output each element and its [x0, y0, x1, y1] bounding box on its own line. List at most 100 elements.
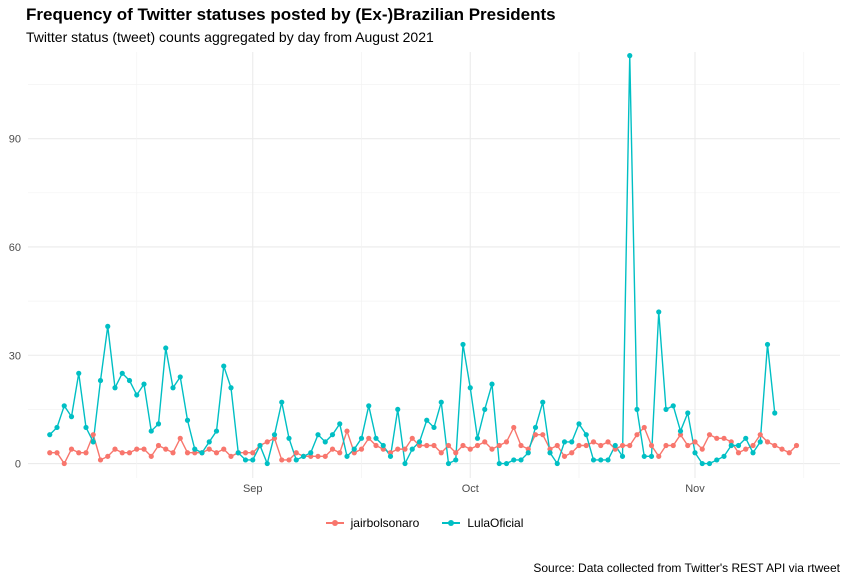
legend: jairbolsonaro LulaOficial: [0, 516, 848, 530]
grid: [28, 52, 840, 478]
data-point-jairbolsonaro: [699, 446, 705, 452]
data-point-lulaoficial: [300, 453, 307, 459]
data-point-jairbolsonaro: [315, 453, 321, 459]
data-point-jairbolsonaro: [293, 450, 299, 456]
y-tick-label: 0: [15, 459, 21, 471]
data-point-jairbolsonaro: [76, 450, 82, 456]
data-point-lulaoficial: [569, 439, 575, 445]
data-point-jairbolsonaro: [445, 442, 452, 449]
data-point-jairbolsonaro: [184, 450, 191, 456]
data-point-jairbolsonaro: [656, 453, 662, 459]
data-point-jairbolsonaro: [344, 428, 350, 434]
data-point-jairbolsonaro: [68, 446, 75, 452]
data-point-jairbolsonaro: [438, 450, 444, 456]
data-point-jairbolsonaro: [213, 450, 220, 456]
data-point-lulaoficial: [561, 439, 568, 445]
data-point-jairbolsonaro: [518, 442, 524, 449]
data-point-jairbolsonaro: [366, 435, 372, 441]
data-point-lulaoficial: [511, 457, 517, 463]
data-point-jairbolsonaro: [163, 446, 169, 452]
data-point-jairbolsonaro: [54, 450, 60, 456]
data-point-lulaoficial: [68, 414, 75, 420]
y-tick-label: 30: [9, 350, 21, 362]
data-point-lulaoficial: [576, 421, 582, 427]
data-point-jairbolsonaro: [112, 446, 118, 452]
data-point-lulaoficial: [163, 345, 169, 351]
data-point-jairbolsonaro: [358, 446, 365, 452]
data-point-lulaoficial: [409, 446, 415, 452]
data-point-jairbolsonaro: [619, 442, 626, 449]
data-point-lulaoficial: [134, 392, 140, 398]
data-point-jairbolsonaro: [786, 450, 792, 456]
data-point-lulaoficial: [83, 424, 89, 431]
data-point-lulaoficial: [380, 442, 386, 449]
data-point-lulaoficial: [206, 439, 212, 445]
data-point-lulaoficial: [692, 450, 698, 456]
data-point-jairbolsonaro: [532, 432, 539, 438]
data-point-jairbolsonaro: [467, 446, 473, 452]
data-point-lulaoficial: [583, 432, 589, 438]
data-point-jairbolsonaro: [380, 446, 386, 452]
data-point-jairbolsonaro: [402, 446, 408, 452]
data-point-jairbolsonaro: [772, 442, 778, 449]
data-point-lulaoficial: [663, 406, 669, 413]
data-point-jairbolsonaro: [126, 450, 133, 456]
data-point-jairbolsonaro: [170, 450, 176, 456]
data-point-lulaoficial: [467, 385, 473, 391]
data-point-lulaoficial: [293, 457, 299, 463]
data-point-lulaoficial: [764, 341, 771, 348]
data-point-jairbolsonaro: [351, 450, 357, 456]
data-point-lulaoficial: [221, 363, 227, 369]
series-points: [47, 53, 800, 467]
data-point-jairbolsonaro: [583, 442, 589, 449]
data-point-lulaoficial: [54, 424, 60, 431]
data-point-jairbolsonaro: [337, 450, 343, 456]
data-point-jairbolsonaro: [192, 450, 198, 456]
data-point-jairbolsonaro: [279, 457, 285, 463]
data-point-lulaoficial: [670, 403, 676, 409]
data-point-jairbolsonaro: [743, 446, 749, 452]
data-point-lulaoficial: [460, 341, 466, 348]
data-point-lulaoficial: [416, 439, 423, 445]
data-point-jairbolsonaro: [692, 439, 698, 445]
data-point-jairbolsonaro: [228, 453, 234, 459]
data-point-lulaoficial: [402, 460, 408, 467]
data-point-lulaoficial: [525, 450, 531, 456]
data-point-lulaoficial: [489, 381, 495, 387]
data-point-lulaoficial: [706, 460, 713, 467]
data-point-jairbolsonaro: [250, 450, 256, 456]
data-point-lulaoficial: [590, 457, 597, 463]
data-point-lulaoficial: [641, 453, 647, 459]
data-point-jairbolsonaro: [496, 442, 502, 449]
data-point-lulaoficial: [540, 399, 546, 405]
data-point-lulaoficial: [634, 406, 640, 413]
data-point-jairbolsonaro: [474, 442, 481, 449]
data-point-lulaoficial: [337, 421, 343, 427]
data-point-jairbolsonaro: [242, 450, 249, 456]
data-point-lulaoficial: [141, 381, 147, 387]
data-point-lulaoficial: [612, 442, 618, 449]
data-point-lulaoficial: [699, 460, 705, 467]
data-point-jairbolsonaro: [757, 432, 763, 438]
y-axis-labels: 0 30 60 90: [9, 134, 21, 471]
data-point-jairbolsonaro: [503, 439, 510, 445]
data-point-jairbolsonaro: [576, 442, 582, 449]
data-point-lulaoficial: [47, 432, 53, 438]
data-point-jairbolsonaro: [663, 442, 669, 449]
data-point-lulaoficial: [351, 446, 357, 452]
data-point-lulaoficial: [453, 457, 459, 463]
data-point-lulaoficial: [772, 410, 778, 416]
data-point-jairbolsonaro: [90, 432, 96, 438]
chart-title: Frequency of Twitter statuses posted by …: [26, 5, 556, 24]
legend-key-lulaoficial: [441, 517, 461, 529]
data-point-lulaoficial: [750, 450, 756, 456]
data-point-jairbolsonaro: [735, 450, 742, 456]
data-point-lulaoficial: [627, 53, 633, 59]
data-point-lulaoficial: [76, 370, 82, 376]
data-point-jairbolsonaro: [750, 442, 756, 449]
data-point-jairbolsonaro: [525, 446, 531, 452]
data-point-jairbolsonaro: [177, 435, 183, 441]
data-point-jairbolsonaro: [395, 446, 401, 452]
data-point-lulaoficial: [547, 450, 553, 456]
